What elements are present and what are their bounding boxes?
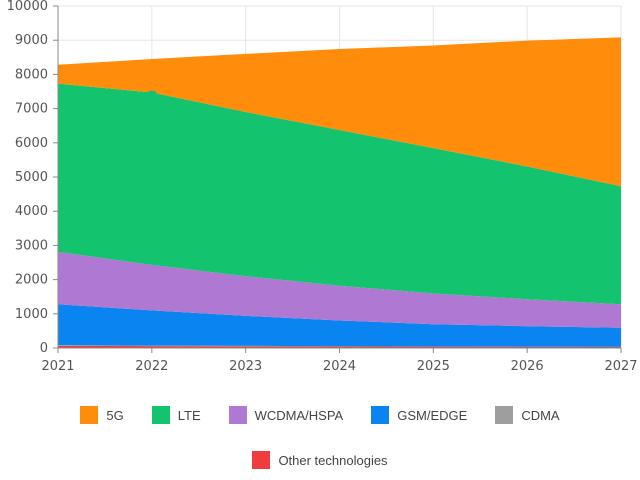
legend-label: LTE: [177, 407, 201, 423]
legend-label: WCDMA/HSPA: [254, 407, 344, 423]
stacked-area-chart: 2021 2022 2023 2024 2025 2026 2027 0 1000 2000 30…: [7, 0, 638, 374]
y-tick-label: 5000: [15, 170, 48, 185]
x-tick-label: 2022: [135, 359, 168, 374]
x-tick-label: 2023: [229, 359, 262, 374]
y-tick-label: 0: [40, 341, 48, 356]
legend-item-gsm-edge[interactable]: GSM/EDGE: [371, 406, 467, 424]
y-tick-label: 10000: [7, 0, 48, 14]
y-tick-label: 1000: [15, 307, 48, 322]
legend-swatch: [151, 406, 170, 424]
y-axis: 0 1000 2000 3000 4000 5000 6000 7000 8000 9000 100…: [7, 0, 59, 356]
area-gsm-edge: [58, 304, 621, 347]
area-cdma: [58, 345, 621, 347]
legend-row-1: 5G LTE WCDMA/HSPA GSM/EDGE CDMA: [0, 406, 640, 424]
area-5g: [58, 37, 621, 187]
y-tick-label: 4000: [15, 204, 48, 219]
legend-label: CDMA: [521, 407, 560, 423]
area-lte: [58, 83, 621, 305]
y-tick-label: 9000: [15, 33, 48, 48]
legend-label: Other technologies: [278, 452, 388, 468]
y-tick-label: 8000: [15, 67, 48, 82]
legend-label: GSM/EDGE: [397, 407, 468, 423]
legend-swatch: [371, 406, 390, 424]
area-other-technologies: [58, 345, 621, 348]
y-tick-label: 7000: [15, 102, 48, 117]
x-tick-label: 2025: [417, 359, 450, 374]
highlight-point[interactable]: [145, 90, 158, 103]
legend-item-lte[interactable]: LTE: [151, 406, 201, 424]
y-tick-label: 3000: [15, 238, 48, 253]
legend-row-2: Other technologies: [0, 451, 640, 469]
legend-swatch: [495, 406, 514, 424]
area-wcdma-hspa: [58, 251, 621, 328]
x-axis: 2021 2022 2023 2024 2025 2026 2027: [41, 347, 638, 374]
legend-swatch: [252, 451, 271, 469]
x-tick-label: 2027: [604, 359, 637, 374]
legend-item-other-technologies[interactable]: Other technologies: [252, 451, 388, 469]
x-tick-label: 2024: [323, 359, 356, 374]
legend-item-wcdma-hspa[interactable]: WCDMA/HSPA: [228, 406, 344, 424]
legend-swatch: [228, 406, 247, 424]
area-series-group: [58, 37, 621, 348]
legend-swatch: [80, 406, 99, 424]
y-tick-label: 2000: [15, 273, 48, 288]
legend-item-cdma[interactable]: CDMA: [495, 406, 560, 424]
highlight-marker-group: [145, 90, 158, 103]
legend-item-5g[interactable]: 5G: [80, 406, 124, 424]
x-tick-label: 2026: [511, 359, 544, 374]
y-tick-label: 6000: [15, 136, 48, 151]
x-tick-label: 2021: [41, 359, 74, 374]
legend-label: 5G: [106, 407, 124, 423]
